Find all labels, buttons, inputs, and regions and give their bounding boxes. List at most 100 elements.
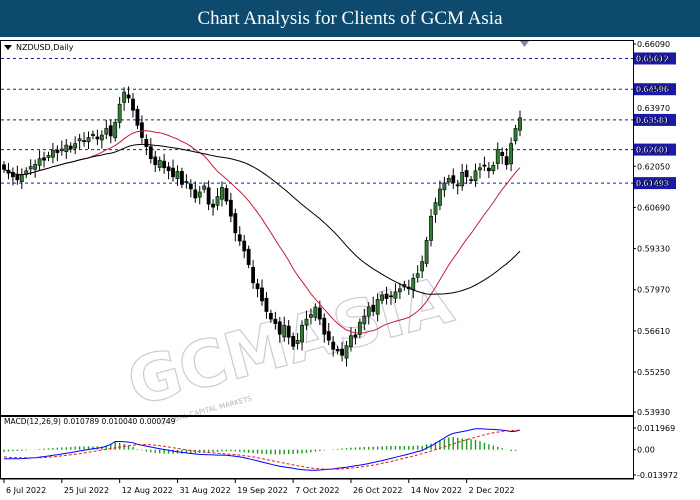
macd-label: MACD(12,26,9) 0.010789 0.010040 0.000749 (4, 417, 176, 426)
chart-background (0, 37, 700, 500)
time-tick-label: 12 Aug 2022 (122, 486, 173, 495)
candle-body (429, 215, 433, 241)
candle-body (131, 98, 135, 111)
candle-body (64, 144, 69, 153)
candle-body (291, 336, 296, 347)
price-tick-label: 0.63581 (637, 116, 670, 125)
level-lines: 0.65612 0.64596 0.63581 0.62601 0.61493 (1, 52, 676, 190)
symbol-dropdown-icon[interactable] (4, 45, 12, 50)
price-panel-frame (0, 40, 634, 416)
candle-body (504, 156, 509, 166)
level-price-badge (634, 177, 676, 190)
candle-body (28, 166, 33, 170)
candle-body (331, 341, 336, 350)
time-tick-label: 19 Sep 2022 (237, 486, 288, 495)
ma-slow-line (3, 143, 521, 295)
candle-body (304, 318, 309, 326)
candle-body (491, 165, 496, 172)
chart-shift-icon[interactable] (520, 41, 529, 47)
candle-body (2, 164, 6, 170)
candle-body (264, 297, 269, 312)
time-tick-label: 6 Jul 2022 (6, 486, 46, 495)
candle-body (10, 172, 15, 178)
time-tick-label: 7 Oct 2022 (295, 486, 339, 495)
candle-body (73, 143, 78, 149)
candle-body (215, 196, 220, 206)
candle-body (353, 334, 358, 338)
candle-body (451, 175, 456, 184)
candle-body (424, 240, 429, 264)
page-header: Chart Analysis for Clients of GCM Asia (0, 0, 700, 37)
candle-body (184, 181, 189, 183)
price-tick-label: 0.65612 (637, 54, 670, 63)
candle-body (206, 187, 211, 205)
candle-body (335, 349, 340, 352)
candle-body (86, 137, 91, 143)
candle-body (486, 167, 491, 172)
candle-body (144, 139, 149, 147)
candle-body (317, 307, 322, 320)
candle-body (104, 128, 109, 135)
macd-line (4, 428, 521, 471)
candle-body (246, 248, 251, 265)
candle-body (157, 159, 162, 168)
macd-panel: 0.011969 0.00 -0.013972 (3, 424, 678, 480)
macd-tick-label: 0.00 (637, 446, 655, 455)
candle-body (99, 134, 104, 141)
price-tick-label: 0.62050 (637, 162, 670, 171)
candle-body (322, 317, 327, 335)
candle-body (37, 158, 42, 166)
candle-body (433, 202, 438, 215)
candle-body (166, 166, 171, 172)
price-tick-label: 0.61493 (637, 179, 670, 188)
candle-body (268, 313, 273, 320)
candle-body (42, 157, 46, 161)
signal-line (3, 429, 521, 470)
candle-body (162, 160, 167, 169)
candle-body (344, 345, 349, 359)
candle-body (273, 318, 278, 324)
candle-body (411, 277, 416, 291)
candles (2, 86, 522, 367)
price-tick-label: 0.57970 (637, 286, 670, 295)
level-price-badge (634, 113, 676, 126)
candle-body (518, 117, 522, 131)
macd-tick-label: 0.011969 (637, 424, 675, 433)
level-price-badge (634, 143, 676, 156)
candle-body (113, 122, 118, 139)
candle-body (473, 170, 478, 182)
candle-body (415, 273, 420, 278)
price-tick-label: 0.63970 (637, 104, 670, 113)
candle-body (495, 149, 500, 164)
candle-body (193, 189, 198, 199)
candle-body (108, 125, 113, 137)
price-tick-label: 0.64596 (637, 85, 670, 94)
candle-body (91, 133, 95, 136)
candle-body (233, 213, 238, 234)
macd-tick-label: -0.013972 (637, 471, 678, 480)
candle-body (33, 164, 38, 170)
candle-body (255, 283, 260, 290)
page-title: Chart Analysis for Clients of GCM Asia (197, 7, 503, 29)
candle-body (389, 295, 393, 298)
candle-body (482, 164, 487, 167)
candle-body (237, 234, 242, 242)
chart-area[interactable]: GCMASIA GLOBAL CAPITAL MARKETS 0.656120.… (0, 37, 700, 500)
candle-body (188, 183, 193, 190)
candle-body (375, 299, 380, 315)
time-tick-label: 14 Nov 2022 (411, 486, 462, 495)
candle-body (277, 321, 282, 335)
candle-body (455, 184, 460, 187)
candle-body (371, 304, 376, 312)
candle-body (77, 138, 82, 142)
candle-body (148, 146, 153, 159)
level-price-badge (634, 52, 676, 65)
candle-body (117, 103, 122, 123)
candle-body (242, 240, 247, 252)
level-price-label: 0.63581 (636, 116, 669, 125)
candle-body (175, 171, 180, 179)
candle-body (126, 94, 131, 99)
candle-body (438, 188, 442, 206)
candle-body (197, 191, 202, 198)
candle-body (384, 293, 389, 299)
